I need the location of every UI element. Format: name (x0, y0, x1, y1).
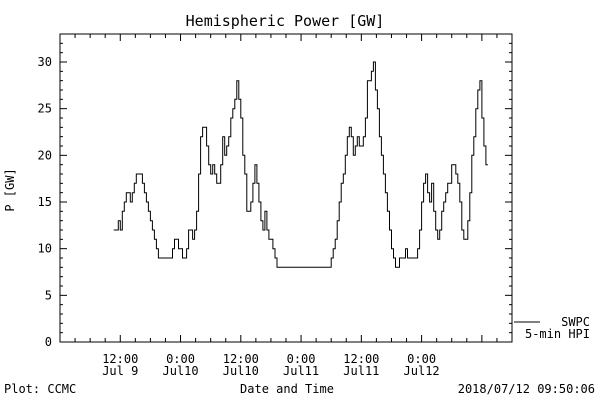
y-axis: 0 5 10 15 20 25 30 (38, 33, 512, 349)
x-axis-label: Date and Time (240, 382, 334, 396)
footer-right: 2018/07/12 09:50:06 (458, 382, 595, 396)
y-tick-label: 0 (45, 335, 52, 349)
y-tick-label: 30 (38, 55, 52, 69)
x-tick-label-time: 12:00 (102, 352, 138, 366)
legend-label-hpi: 5-min HPI (525, 327, 590, 341)
plot-border (59, 33, 513, 343)
y-tick-label: 25 (38, 102, 52, 116)
chart-title: Hemispheric Power [GW] (186, 12, 385, 30)
x-tick-label-time: 0:00 (166, 352, 195, 366)
y-tick-label: 5 (45, 288, 52, 302)
y-axis-label: P [GW] (3, 168, 17, 211)
y-tick-label: 10 (38, 242, 52, 256)
x-tick-label-time: 12:00 (223, 352, 259, 366)
x-tick-label-date: Jul11 (283, 364, 319, 378)
legend-label-swpc: SWPC (561, 315, 590, 329)
footer-left: Plot: CCMC (4, 382, 76, 396)
x-tick-label-time: 12:00 (343, 352, 379, 366)
x-tick-label-date: Jul12 (404, 364, 440, 378)
x-tick-label-date: Jul 9 (102, 364, 138, 378)
plot-frame (59, 33, 513, 343)
x-tick-label-date: Jul11 (343, 364, 379, 378)
y-tick-label: 15 (38, 195, 52, 209)
series-layer (113, 61, 488, 268)
y-tick-label: 20 (38, 148, 52, 162)
x-tick-label-time: 0:00 (287, 352, 316, 366)
x-tick-label-date: Jul10 (162, 364, 198, 378)
x-tick-label-date: Jul10 (223, 364, 259, 378)
series-line-swpc (113, 61, 488, 268)
x-tick-label-time: 0:00 (407, 352, 436, 366)
